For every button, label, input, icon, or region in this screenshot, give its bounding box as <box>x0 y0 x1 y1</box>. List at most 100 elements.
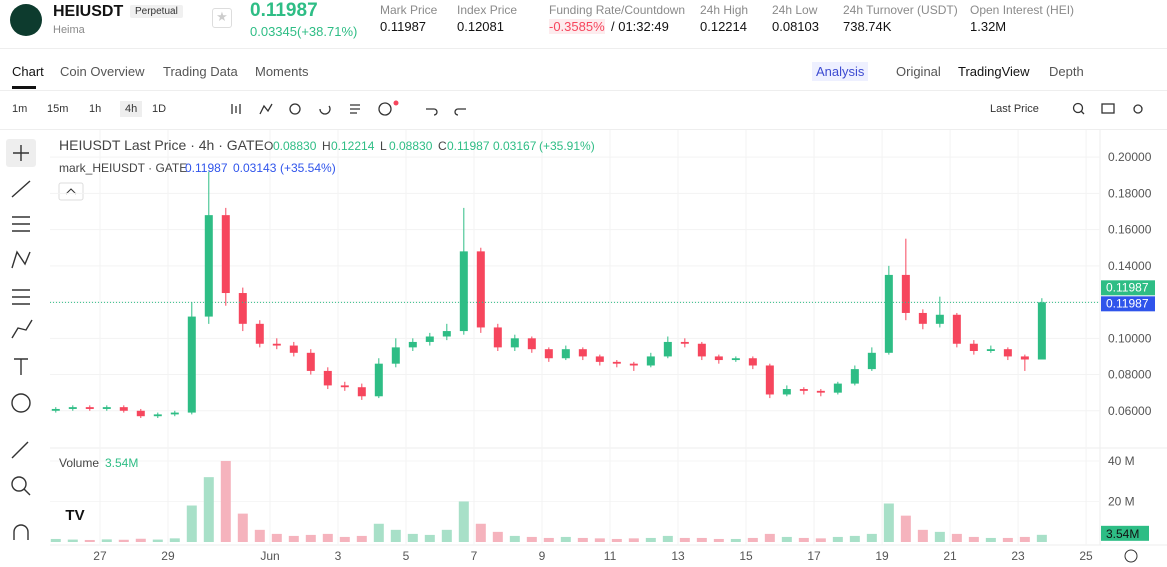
volume-bar <box>509 535 520 542</box>
volume-bar <box>101 539 112 542</box>
volume-bar <box>764 533 775 542</box>
volume-bar <box>679 537 690 542</box>
volume-bar <box>492 531 503 542</box>
favorite[interactable]: ★ <box>212 8 232 28</box>
coin-logo <box>10 4 42 36</box>
volume-bar <box>67 539 78 542</box>
candle-body <box>986 349 995 351</box>
ohlc-key: O <box>264 139 273 153</box>
y-tick-label: 0.10000 <box>1108 331 1152 345</box>
interval[interactable]: 1D <box>152 103 167 115</box>
ohlc-value: 0.08830 <box>273 139 317 153</box>
volume-tick-label: 40 M <box>1108 454 1135 468</box>
volume-value: 3.54M <box>105 456 138 470</box>
volume-bar <box>917 529 928 542</box>
divider <box>0 90 1167 91</box>
price-source[interactable]: Last Price <box>990 103 1039 115</box>
candle-body <box>680 341 689 344</box>
candle-body <box>1037 302 1046 360</box>
candle-body <box>442 331 451 337</box>
candle-body <box>646 356 655 366</box>
volume-bar <box>815 538 826 542</box>
chart-title: HEIUSDT Last Price · 4h · GATE <box>59 137 264 153</box>
view-tab[interactable]: Analysis <box>812 62 869 81</box>
volume-bar <box>135 538 146 542</box>
candle-body <box>102 407 111 409</box>
stat-value: 0.12214 <box>700 19 747 34</box>
candle-body <box>68 407 77 409</box>
volume-bar <box>747 537 758 542</box>
candle-body <box>799 389 808 391</box>
volume-bar <box>832 536 843 542</box>
badge: Perpetual <box>130 5 183 18</box>
stat-value: 0.12081 <box>457 19 504 34</box>
volume-bar <box>356 535 367 542</box>
candle-body <box>901 274 910 313</box>
candle-body <box>697 343 706 357</box>
interval[interactable]: 15m <box>47 103 69 115</box>
symbol[interactable]: HEIUSDT <box>53 3 124 20</box>
volume-bar <box>407 533 418 542</box>
left-toolbar <box>6 139 36 540</box>
candle-body <box>867 352 876 370</box>
volume-bar <box>713 538 724 542</box>
tab[interactable]: Moments <box>255 64 309 79</box>
x-tick-label: 7 <box>471 549 478 563</box>
candle-body <box>731 358 740 361</box>
tab[interactable]: Trading Data <box>163 64 238 79</box>
volume-bar <box>1002 537 1013 542</box>
view-tab[interactable]: TradingView <box>958 64 1030 79</box>
divider <box>0 48 1167 49</box>
price-tag <box>1101 296 1155 312</box>
candle-body <box>119 407 128 411</box>
volume-bar <box>900 515 911 542</box>
volume-tag-label: 3.54M <box>1106 527 1139 541</box>
subtitle: Heima <box>53 24 85 36</box>
volume-bar <box>220 460 231 542</box>
stat-value: -0.3585% <box>549 19 605 34</box>
volume-bar <box>118 539 129 542</box>
candle-body <box>323 370 332 386</box>
x-tick-label: 9 <box>539 549 546 563</box>
tab[interactable]: Chart <box>12 64 44 79</box>
stat-value: 0.08103 <box>772 19 819 34</box>
volume-bar <box>985 537 996 542</box>
candle-body <box>408 341 417 348</box>
legend-change-pct: (+35.91%) <box>539 139 595 153</box>
interval[interactable]: 4h <box>120 101 143 117</box>
x-tick-label: 21 <box>943 549 957 563</box>
x-tick-label: 5 <box>403 549 410 563</box>
volume-bar <box>883 503 894 542</box>
candle-body <box>459 251 468 332</box>
stat-label: Index Price <box>457 3 518 17</box>
collapse-icon <box>65 188 77 195</box>
candle-body <box>578 349 587 357</box>
mark-legend-value: 0.11987 <box>185 161 228 175</box>
tab[interactable]: Coin Overview <box>60 64 145 79</box>
y-tick-label: 0.06000 <box>1108 404 1152 418</box>
ohlc-value: 0.11987 <box>447 139 490 153</box>
ohlc-value: 0.12214 <box>331 139 375 153</box>
interval[interactable]: 1h <box>89 103 102 115</box>
stat-label: Mark Price <box>380 3 438 17</box>
candle-body <box>306 352 315 371</box>
candle-body <box>748 358 757 366</box>
volume-bar <box>781 536 792 542</box>
volume-bar <box>577 537 588 542</box>
x-tick-label: 17 <box>807 549 821 563</box>
volume-bar <box>458 501 469 542</box>
mark-price-tag: 0.11987 <box>1106 296 1149 310</box>
interval[interactable]: 1m <box>12 103 28 115</box>
x-tick-label: 3 <box>335 549 342 563</box>
collapse-legend[interactable] <box>58 182 84 201</box>
settings-icon[interactable] <box>1124 549 1138 563</box>
view-tab[interactable]: Depth <box>1049 64 1084 79</box>
stat-label: 24h Low <box>772 3 818 17</box>
candle-body <box>85 407 94 409</box>
volume-bar <box>951 533 962 542</box>
view-tab[interactable]: Original <box>896 64 941 79</box>
candle-body <box>816 390 825 393</box>
y-tick-label: 0.18000 <box>1108 186 1152 200</box>
candle-body <box>612 361 621 364</box>
last-price: 0.11987 <box>250 0 318 21</box>
